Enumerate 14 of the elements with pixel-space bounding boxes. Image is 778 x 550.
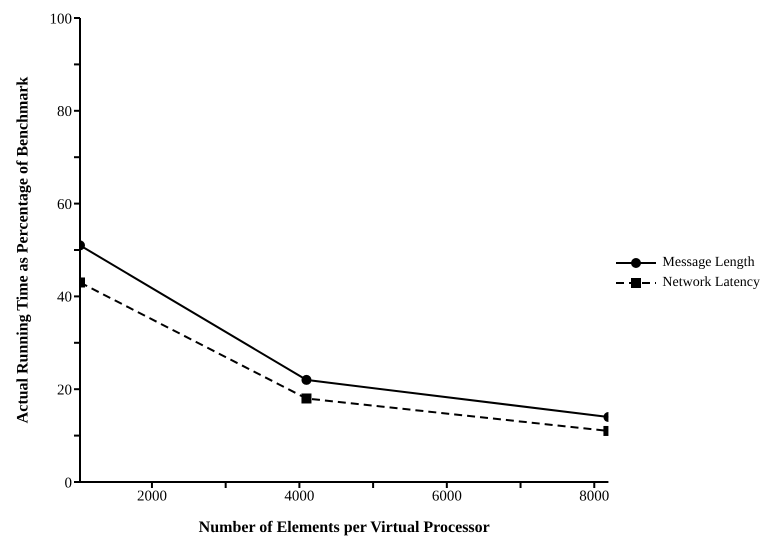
legend-label: Message Length — [662, 255, 755, 271]
y-axis-title: Actual Running Time as Percentage of Benchmark — [14, 76, 32, 424]
y-tick-label: 60 — [57, 196, 72, 213]
legend-label: Network Latency — [662, 275, 760, 291]
x-tick-label: 4000 — [284, 488, 314, 505]
y-tick-label: 0 — [64, 475, 72, 492]
y-tick-label: 20 — [57, 382, 72, 399]
x-axis-title: Number of Elements per Virtual Processor — [198, 519, 490, 536]
x-tick-label: 8000 — [579, 488, 610, 505]
x-tick-label: 2000 — [136, 488, 167, 505]
x-tick-label: 6000 — [432, 488, 462, 505]
y-tick-label: 80 — [57, 104, 72, 120]
y-tick-label: 40 — [57, 290, 72, 306]
y-tick-label: 100 — [50, 11, 72, 28]
